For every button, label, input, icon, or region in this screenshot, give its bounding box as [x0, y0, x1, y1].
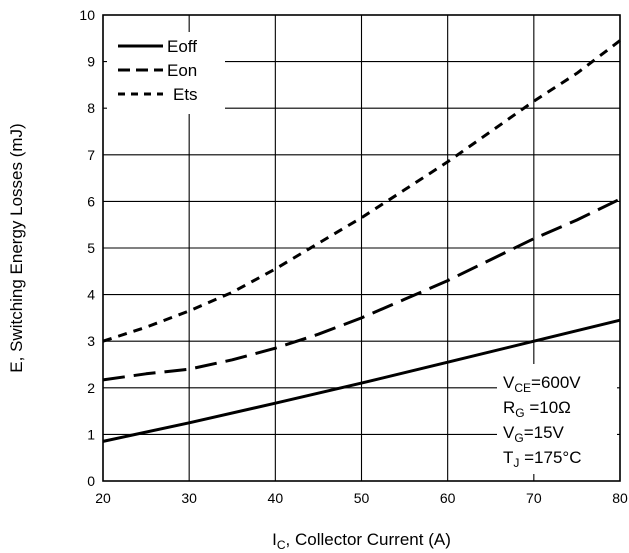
condition-line: VCE=600V: [503, 373, 581, 395]
legend-label-eon: Eon: [167, 61, 197, 80]
x-tick-label: 40: [268, 490, 284, 506]
x-tick-label: 80: [612, 490, 628, 506]
conditions-background: [497, 364, 617, 474]
y-axis-label: E, Switching Energy Losses (mJ): [7, 123, 26, 372]
y-tick-label: 4: [87, 287, 95, 303]
y-tick-label: 1: [87, 426, 95, 442]
legend-label-eoff: Eoff: [167, 37, 197, 56]
series-line-eon: [102, 197, 621, 382]
condition-line: RG =10Ω: [503, 398, 571, 420]
y-tick-label: 6: [87, 193, 95, 209]
plot-frame: [102, 14, 621, 482]
x-axis-label-rest: , Collector Current (A): [286, 530, 451, 549]
y-tick-label: 10: [79, 7, 95, 23]
x-axis-label: IC, Collector Current (A): [272, 530, 451, 552]
x-tick-label: 20: [95, 490, 111, 506]
x-tick-label: 50: [354, 490, 370, 506]
test-conditions-box: VCE=600V RG =10Ω VG=15V TJ =175°C: [497, 364, 617, 474]
condition-line: TJ =175°C: [503, 448, 581, 470]
x-tick-label: 60: [440, 490, 456, 506]
tick-labels: 20 30 40 50 60 70 80 0 1 2 3 4 5 6 7 8 9 10: [79, 7, 628, 506]
x-axis-label-sub: C: [277, 538, 286, 552]
series-lines: [102, 39, 621, 443]
condition-line: VG=15V: [503, 423, 565, 445]
y-tick-label: 2: [87, 380, 95, 396]
y-tick-label: 3: [87, 333, 95, 349]
y-tick-label: 8: [87, 100, 95, 116]
x-tick-label: 70: [526, 490, 542, 506]
y-tick-label: 9: [87, 54, 95, 70]
y-tick-label: 0: [87, 473, 95, 489]
legend-label-ets: Ets: [173, 85, 198, 104]
x-axis-label-main: I: [272, 530, 277, 549]
legend: Eoff Eon Ets: [107, 32, 225, 114]
legend-background: [107, 32, 225, 114]
y-tick-label: 7: [87, 147, 95, 163]
y-tick-label: 5: [87, 240, 95, 256]
series-line-eoff: [102, 318, 621, 443]
x-tick-label: 30: [181, 490, 197, 506]
